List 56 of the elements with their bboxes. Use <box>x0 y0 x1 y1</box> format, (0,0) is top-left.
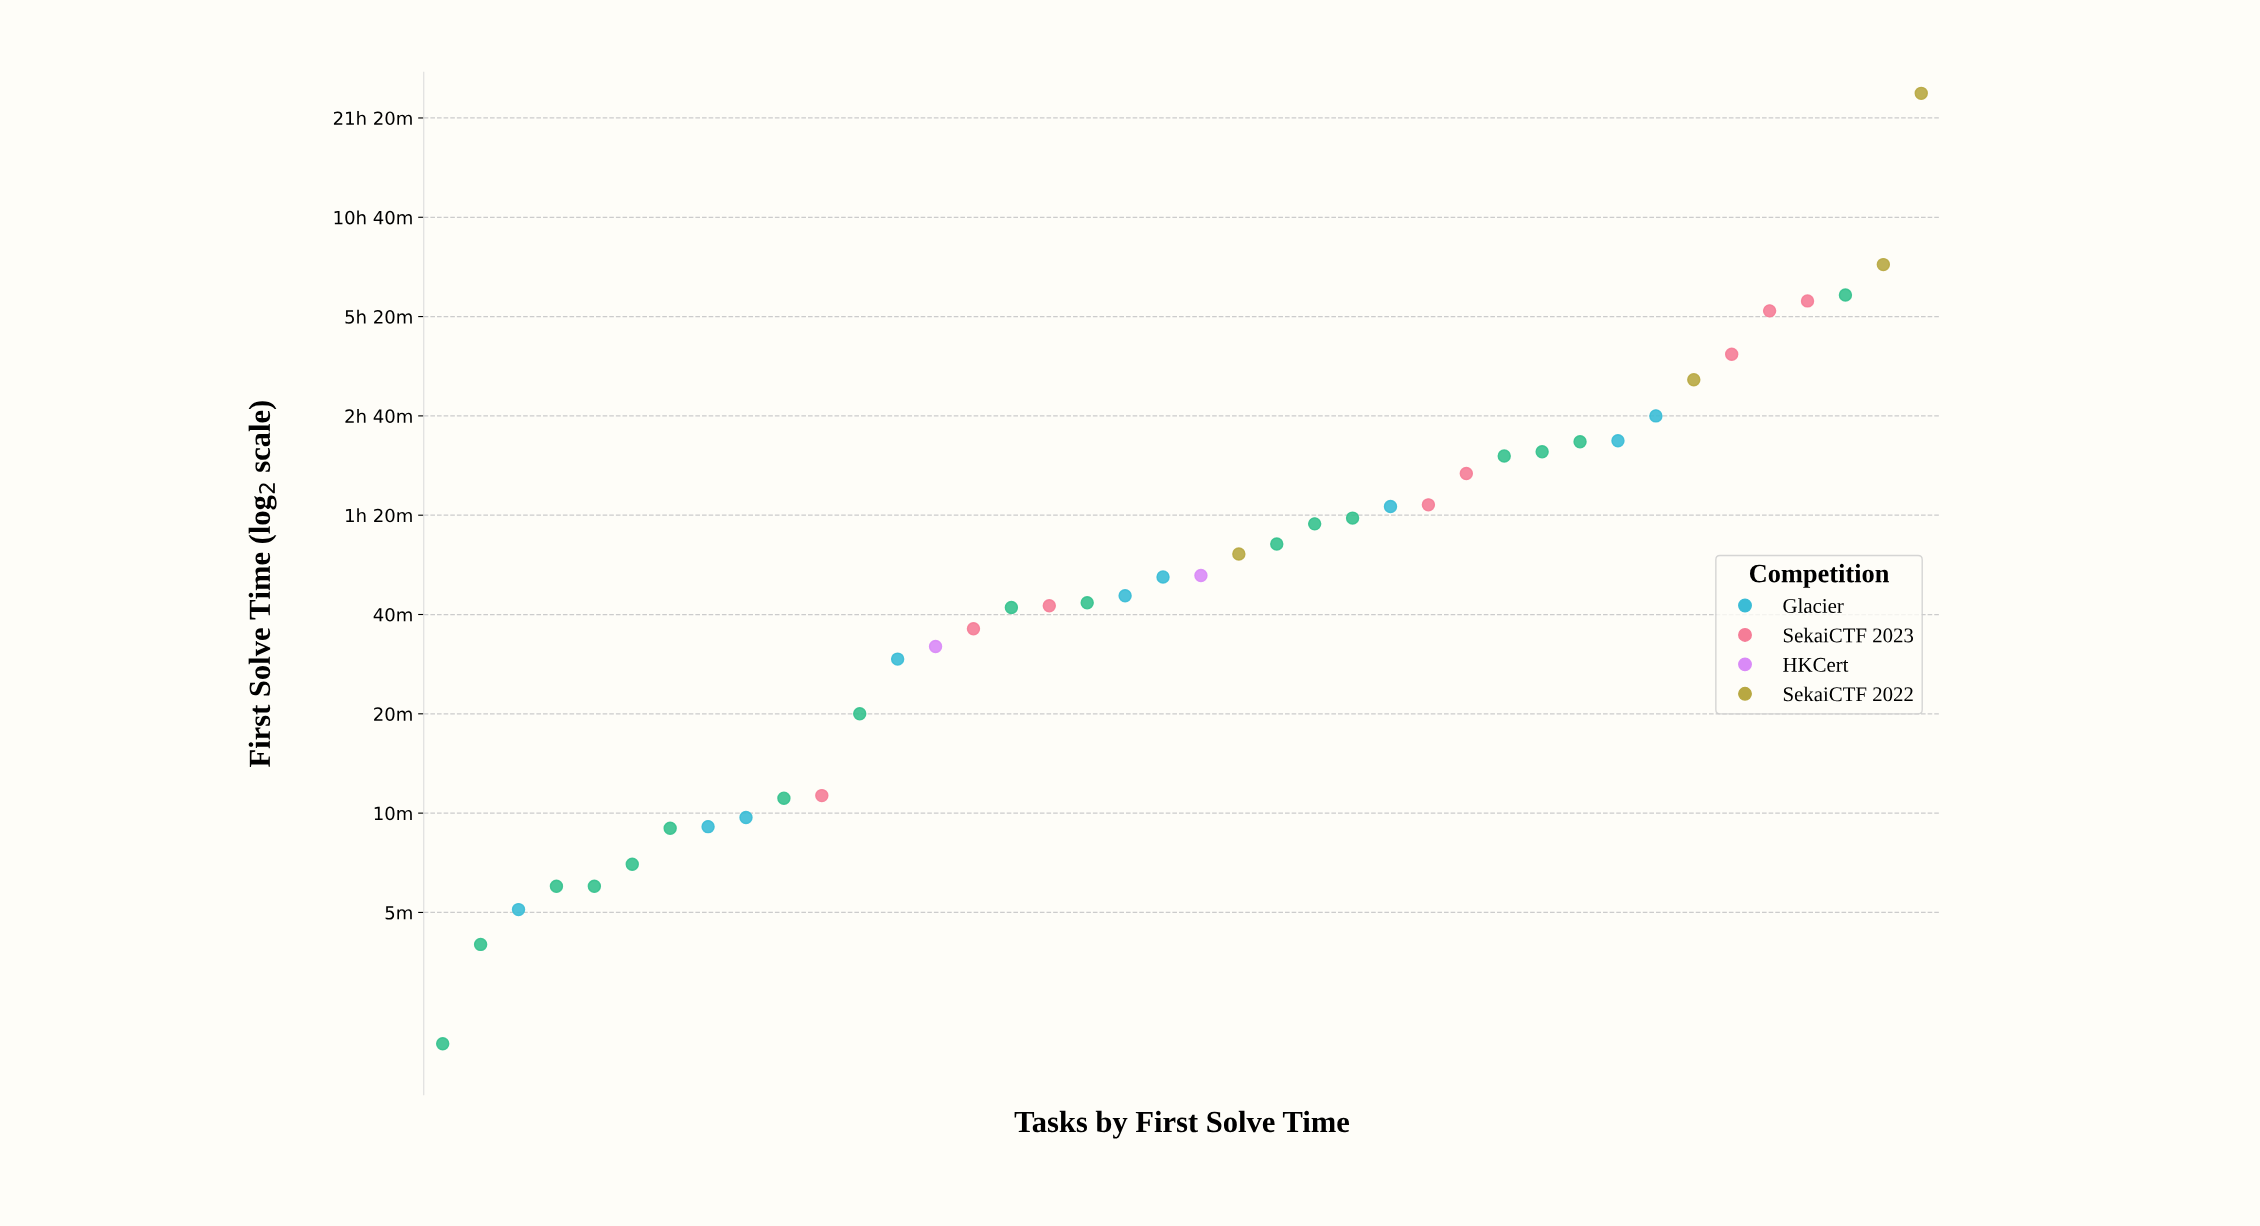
legend-label: HKCert <box>1783 657 1849 672</box>
point <box>1535 445 1549 459</box>
point <box>1800 294 1815 308</box>
legend-label: SekaiCTF 2023 <box>1783 627 1914 643</box>
point <box>1383 499 1398 514</box>
point <box>1080 596 1094 610</box>
point <box>1573 435 1587 449</box>
point <box>1687 372 1701 387</box>
point <box>777 791 791 805</box>
point <box>701 819 715 834</box>
point <box>1876 257 1891 272</box>
point <box>1459 466 1474 481</box>
y-tick-label: 40m <box>373 607 412 622</box>
point <box>473 937 488 952</box>
point <box>739 810 753 825</box>
legend-title: Competition <box>1749 563 1889 588</box>
point <box>890 652 905 666</box>
point <box>853 707 867 721</box>
y-tick-label: 21h 20m <box>333 111 412 126</box>
point <box>815 788 829 803</box>
point <box>1232 547 1246 561</box>
point <box>928 639 943 654</box>
point <box>511 902 526 917</box>
point <box>1118 589 1132 603</box>
legend-label: Glacier <box>1783 598 1844 613</box>
y-tick-label: 1h 20m <box>346 508 412 523</box>
y-tick-label: 2h 40m <box>345 409 412 423</box>
point <box>1156 570 1170 584</box>
point <box>663 821 677 835</box>
y-tick-label: 5m <box>385 906 412 920</box>
y-tick-label: 20m <box>374 707 412 721</box>
y-axis-title: First Solve Time (log$_{2}$ scale) <box>248 401 277 767</box>
point <box>1724 347 1739 361</box>
point <box>1914 86 1928 101</box>
point <box>1762 304 1777 318</box>
point <box>966 622 981 636</box>
y-tick-label: 5h 20m <box>345 309 412 324</box>
point <box>625 857 639 871</box>
point <box>1649 409 1663 423</box>
point <box>1611 434 1625 448</box>
point <box>1270 537 1284 551</box>
point <box>1497 449 1511 463</box>
point <box>1421 498 1436 512</box>
point <box>1042 599 1056 613</box>
y-tick-label: 10h 40m <box>334 210 412 225</box>
legend-label: SekaiCTF 2022 <box>1783 686 1913 702</box>
point <box>1194 568 1208 583</box>
y-tick-label: 10m <box>374 806 412 821</box>
point <box>1345 511 1360 525</box>
point <box>549 879 564 894</box>
point <box>587 879 602 894</box>
point <box>1004 600 1019 615</box>
point <box>1307 517 1322 531</box>
point <box>435 1037 450 1051</box>
point <box>1838 288 1853 302</box>
x-axis-title: Tasks by First Solve Time <box>1014 1110 1350 1139</box>
